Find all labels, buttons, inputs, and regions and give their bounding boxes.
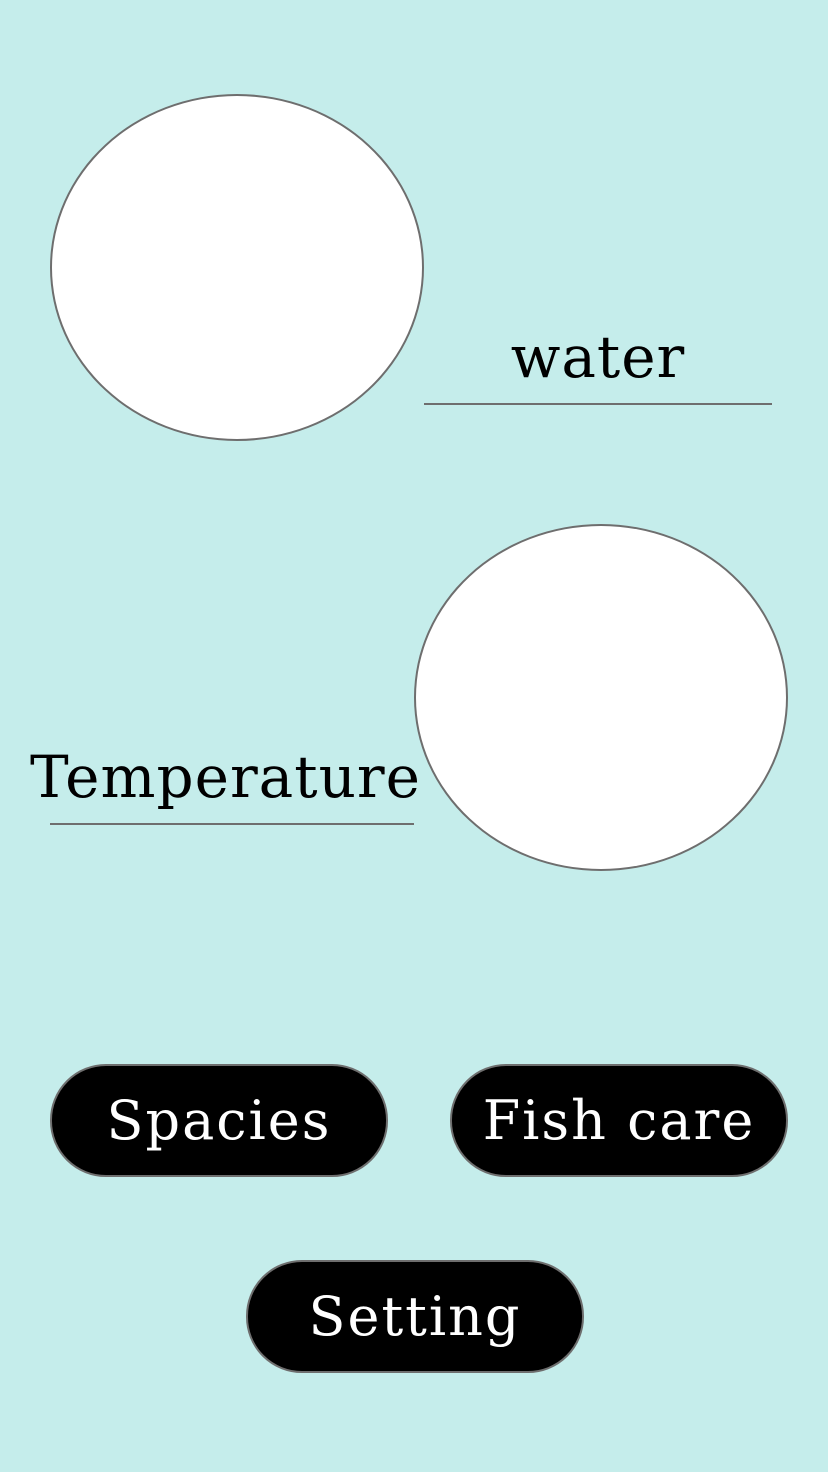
temperature-label: Temperature xyxy=(30,743,421,811)
water-gauge xyxy=(50,94,424,441)
temperature-label-underline xyxy=(50,823,414,825)
species-button[interactable]: Spacies xyxy=(50,1064,388,1177)
temperature-gauge xyxy=(414,524,788,871)
setting-button[interactable]: Setting xyxy=(246,1260,584,1373)
fish-care-button[interactable]: Fish care xyxy=(450,1064,788,1177)
water-label: water xyxy=(510,323,686,391)
water-label-underline xyxy=(424,403,772,405)
